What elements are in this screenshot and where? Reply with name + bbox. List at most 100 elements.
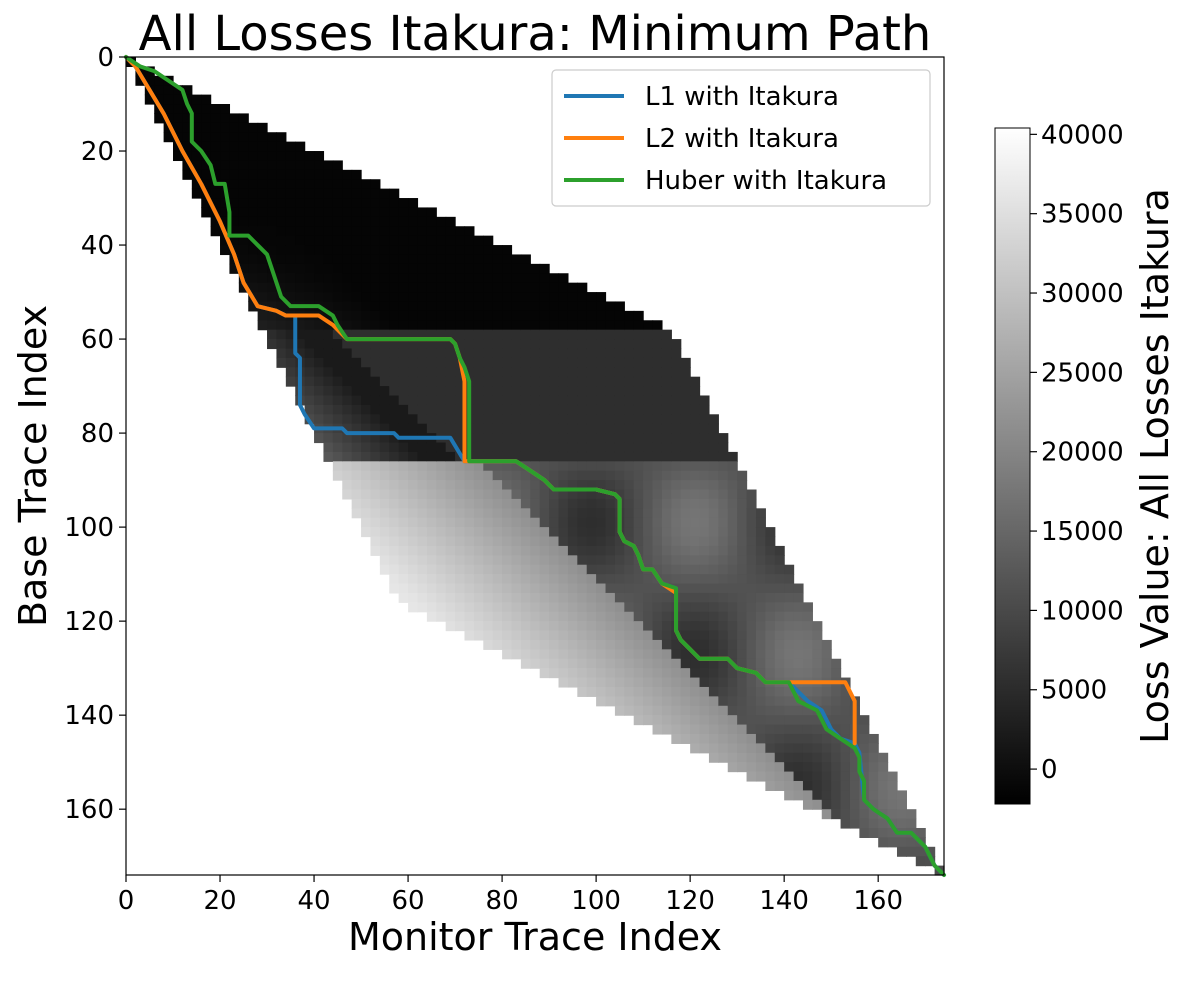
heatmap-cell (398, 527, 409, 538)
heatmap-cell (464, 357, 475, 368)
heatmap-cell (699, 517, 710, 528)
heatmap-cell (812, 780, 823, 791)
heatmap-cell (737, 564, 748, 575)
heatmap-cell (511, 292, 522, 303)
heatmap-cell (464, 292, 475, 303)
heatmap-cell (887, 799, 898, 810)
heatmap-cell (586, 489, 597, 500)
heatmap-cell (408, 226, 419, 237)
heatmap-cell (652, 592, 663, 603)
heatmap-cell (596, 470, 607, 481)
heatmap-cell (426, 282, 437, 293)
heatmap-cell (530, 527, 541, 538)
heatmap-cell (737, 686, 748, 697)
heatmap-cell (906, 837, 917, 848)
heatmap-cell (605, 555, 616, 566)
heatmap-cell (586, 536, 597, 547)
heatmap-cell (558, 451, 569, 462)
heatmap-cell (755, 639, 766, 650)
heatmap-cell (567, 451, 578, 462)
heatmap-cell (530, 630, 541, 641)
heatmap-cell (201, 141, 212, 152)
heatmap-cell (643, 386, 654, 397)
heatmap-cell (633, 574, 644, 585)
heatmap-cell (314, 188, 325, 199)
heatmap-cell (210, 216, 221, 227)
heatmap-cell (643, 574, 654, 585)
heatmap-cell (596, 433, 607, 444)
heatmap-cell (708, 489, 719, 500)
heatmap-cell (774, 705, 785, 716)
heatmap-cell (737, 677, 748, 688)
heatmap-cell (690, 743, 701, 754)
heatmap-cell (727, 649, 738, 660)
heatmap-cell (549, 583, 560, 594)
heatmap-cell (831, 780, 842, 791)
heatmap-cell (596, 386, 607, 397)
heatmap-cell (248, 245, 259, 256)
heatmap-cell (417, 555, 428, 566)
heatmap-cell (210, 160, 221, 171)
heatmap-cell (624, 357, 635, 368)
heatmap-cell (201, 122, 212, 133)
heatmap-cell (408, 517, 419, 528)
heatmap-cell (361, 301, 372, 312)
heatmap-cell (332, 451, 343, 462)
heatmap-cell (492, 639, 503, 650)
heatmap-cell (708, 470, 719, 481)
heatmap-cell (408, 564, 419, 575)
heatmap-cell (680, 470, 691, 481)
heatmap-cell (784, 686, 795, 697)
heatmap-cell (455, 376, 466, 387)
heatmap-cell (417, 404, 428, 415)
heatmap-cell (690, 451, 701, 462)
path-lines (124, 55, 946, 877)
heatmap-cell (633, 508, 644, 519)
colorbar-tick-label: 35000 (1041, 200, 1124, 230)
heatmap-cell (445, 404, 456, 415)
heatmap-cell (708, 639, 719, 650)
heatmap-cell (567, 292, 578, 303)
heatmap-cell (671, 489, 682, 500)
heatmap-cell (868, 762, 879, 773)
heatmap-cell (633, 564, 644, 575)
heatmap-cell (661, 649, 672, 660)
heatmap-cell (220, 141, 231, 152)
heatmap-cell (793, 630, 804, 641)
heatmap-cell (154, 94, 165, 105)
heatmap-cell (370, 188, 381, 199)
heatmap-cell (379, 451, 390, 462)
heatmap-cell (408, 442, 419, 453)
heatmap-cell (464, 517, 475, 528)
heatmap-cell (304, 169, 315, 180)
heatmap-cell (586, 433, 597, 444)
heatmap-cell (417, 207, 428, 218)
heatmap-cell (464, 367, 475, 378)
heatmap-cell (614, 705, 625, 716)
heatmap-cell (417, 592, 428, 603)
heatmap-cell (417, 545, 428, 556)
heatmap-cell (483, 367, 494, 378)
heatmap-cell (802, 743, 813, 754)
heatmap-cell (784, 790, 795, 801)
heatmap-cell (840, 809, 851, 820)
heatmap-cell (304, 282, 315, 293)
colorbar-gradient (994, 127, 1031, 805)
heatmap-cell (379, 292, 390, 303)
heatmap-cell (417, 273, 428, 284)
heatmap-cell (473, 461, 484, 472)
heatmap-cell (671, 668, 682, 679)
heatmap-cell (746, 517, 757, 528)
heatmap-cell (643, 630, 654, 641)
heatmap-cell (455, 498, 466, 509)
heatmap-cell (652, 386, 663, 397)
heatmap-cell (398, 216, 409, 227)
heatmap-cell (558, 329, 569, 340)
heatmap-cell (408, 461, 419, 472)
heatmap-cell (398, 320, 409, 331)
heatmap-cell (614, 555, 625, 566)
heatmap-cell (417, 508, 428, 519)
heatmap-cell (323, 188, 334, 199)
heatmap-cell (398, 198, 409, 209)
heatmap-cell (690, 611, 701, 622)
